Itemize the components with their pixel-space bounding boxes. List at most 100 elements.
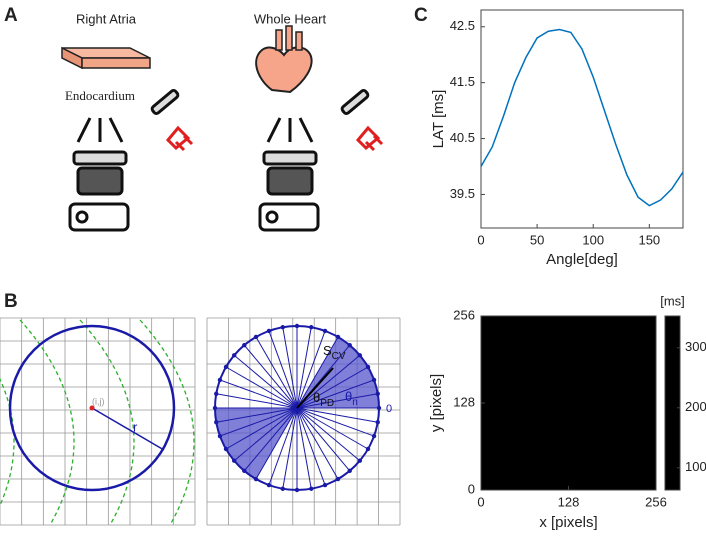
camera-body [68, 202, 130, 232]
spoke [296, 407, 375, 437]
colorbar-step [665, 433, 680, 437]
ray [76, 117, 92, 143]
cell [590, 359, 613, 382]
colorbar-step [665, 484, 680, 488]
cv-arrow [489, 393, 507, 401]
colorbar-step [665, 355, 680, 359]
colorbar-step [665, 388, 680, 392]
radius [91, 407, 165, 451]
spoke [296, 336, 339, 409]
cell [612, 468, 635, 491]
cell [590, 468, 613, 491]
colorbar-step [665, 454, 680, 458]
cell [568, 424, 591, 447]
x-tick-label: 100 [582, 232, 604, 247]
panel-label: A [4, 5, 18, 26]
colorbar-step [665, 445, 680, 449]
x-axis-label: Angle[deg] [546, 251, 618, 268]
camera-body [258, 202, 320, 232]
line [480, 28, 684, 207]
spoke [225, 366, 298, 409]
cv-arrow [555, 340, 571, 353]
spoke [268, 330, 298, 409]
cv-arrow [571, 340, 587, 353]
cell [481, 316, 504, 339]
cell [568, 381, 591, 404]
filter [150, 89, 180, 115]
cell [634, 381, 657, 404]
colorbar-step [665, 487, 680, 491]
camera-icons [68, 89, 384, 232]
y-tick-label: 39.5 [450, 186, 475, 201]
camera-dot [265, 210, 279, 224]
colorbar-step [665, 430, 680, 434]
y-tick-label: 41.5 [450, 74, 475, 89]
cell [590, 381, 613, 404]
cell [590, 316, 613, 339]
cell [568, 468, 591, 491]
colorbar-step [665, 361, 680, 365]
colorbar-step [665, 376, 680, 380]
spoke [296, 379, 375, 409]
colorbar-step [665, 415, 680, 419]
cell [590, 403, 613, 426]
colorbar-step [665, 334, 680, 338]
colorbar-step [665, 460, 680, 464]
colorbar-step [665, 346, 680, 350]
plot-frame [480, 9, 684, 229]
cv-arrow [507, 340, 523, 353]
cell [524, 381, 548, 404]
colorbar-step [665, 472, 680, 476]
spoke [282, 407, 298, 489]
spoke [255, 407, 298, 480]
spoke [296, 407, 351, 472]
colorbar-step [665, 424, 680, 428]
colorbar-step [665, 337, 680, 341]
label: S [323, 343, 332, 358]
cell [524, 316, 548, 339]
ray [266, 117, 282, 143]
cell [481, 468, 504, 491]
camera-dot [75, 210, 89, 224]
y-tick-label: 40.5 [450, 130, 475, 145]
label: CV [332, 351, 346, 362]
cell [481, 403, 504, 426]
label: θ [345, 389, 352, 404]
cv-arrow [489, 407, 507, 415]
spoke [296, 407, 339, 480]
colorbar-step [665, 436, 680, 440]
colorbar-step [665, 448, 680, 452]
cell [612, 337, 635, 360]
x-axis-label: x [pixels] [539, 514, 597, 531]
cell [568, 446, 591, 469]
colorbar-step [665, 397, 680, 401]
spoke [296, 330, 326, 409]
spoke [233, 407, 298, 462]
cell [612, 316, 635, 339]
cell [590, 446, 613, 469]
y-tick-label: 256 [453, 307, 475, 322]
spoke [219, 407, 298, 437]
colorbar-step [665, 322, 680, 326]
spoke [216, 407, 298, 423]
panel-label: B [4, 291, 18, 312]
colorbar-label: [ms] [660, 293, 685, 308]
colorbar-step [665, 412, 680, 416]
cell [568, 403, 591, 426]
x-tick-label: 150 [638, 232, 660, 247]
colorbar-step [665, 349, 680, 353]
cell [590, 424, 613, 447]
center [89, 405, 95, 411]
spoke [243, 344, 298, 409]
cell [612, 359, 635, 382]
cell [546, 446, 569, 469]
cv-arrow [539, 340, 555, 353]
colorbar-step [665, 319, 680, 323]
spoke [296, 407, 326, 486]
colorbar-step [665, 427, 680, 431]
cv-arrow [296, 367, 334, 409]
ray [108, 117, 124, 143]
spoke [296, 407, 312, 489]
colorbar-step [665, 385, 680, 389]
cell [481, 424, 504, 447]
